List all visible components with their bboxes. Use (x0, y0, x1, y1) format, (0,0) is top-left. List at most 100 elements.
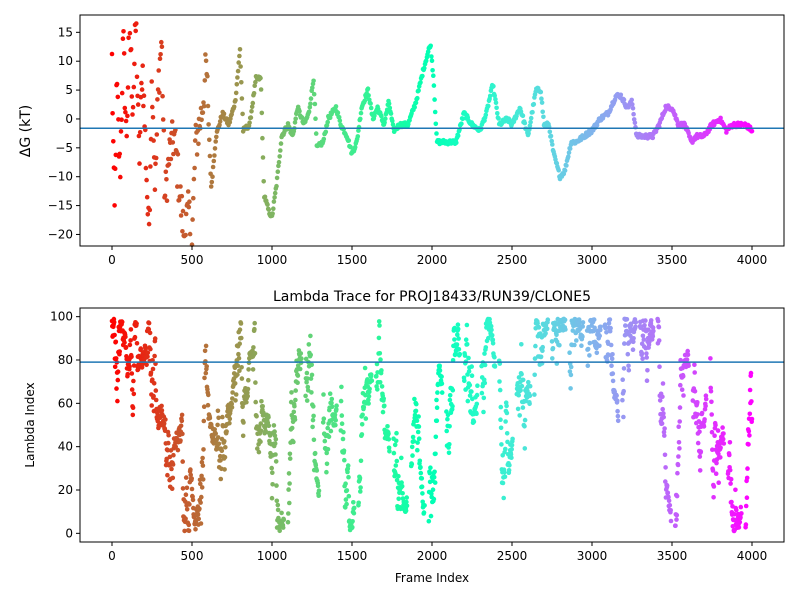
lambda-point (697, 454, 703, 459)
delta-g-point (368, 105, 374, 111)
delta-g-point (150, 115, 156, 120)
lambda-point (377, 380, 383, 385)
delta-g-point (630, 106, 636, 111)
delta-g-point (366, 93, 371, 98)
lambda-point (417, 458, 423, 464)
lambda-point (471, 419, 477, 425)
lambda-point (432, 469, 437, 475)
lambda-point (720, 425, 725, 430)
lambda-point (412, 396, 417, 402)
lambda-point (497, 387, 503, 393)
lambda-point (275, 502, 281, 508)
delta-g-point (423, 58, 429, 63)
delta-g-point (491, 83, 496, 89)
lambda-point (447, 397, 453, 403)
lambda-point (200, 455, 205, 461)
delta-g-point (530, 109, 535, 115)
lambda-point (507, 463, 512, 468)
lambda-point (447, 424, 452, 429)
delta-g-point (631, 111, 636, 117)
lambda-point (660, 406, 665, 412)
lambda-point (533, 343, 538, 349)
delta-g-point (335, 110, 341, 115)
lambda-point (394, 458, 400, 464)
lambda-point (587, 353, 592, 358)
lambda-point (359, 422, 365, 427)
lambda-point (713, 422, 718, 428)
lambda-point (252, 351, 258, 356)
lambda-point (350, 524, 355, 530)
lambda-point (113, 356, 119, 361)
lambda-point (430, 487, 436, 493)
delta-g-point (540, 109, 545, 115)
lambda-point (465, 398, 471, 404)
lambda-point (375, 387, 380, 392)
lambda-point (610, 352, 615, 357)
lambda-point (697, 468, 703, 473)
lambda-point (163, 417, 168, 422)
delta-g-point (131, 84, 137, 90)
lambda-point (304, 370, 310, 376)
lambda-point (258, 439, 263, 445)
lambda-point (175, 447, 181, 453)
lambda-point (344, 501, 349, 507)
lambda-point (703, 396, 709, 402)
delta-g-point (455, 133, 461, 138)
lambda-point (718, 445, 723, 451)
lambda-point (712, 433, 717, 439)
lambda-point (585, 363, 591, 369)
lambda-point (260, 404, 266, 409)
delta-g-point (258, 87, 264, 92)
lambda-point (286, 487, 291, 492)
delta-g-point (112, 203, 117, 208)
lambda-point (411, 439, 417, 444)
lambda-point (202, 348, 208, 354)
delta-g-point (538, 89, 544, 95)
lambda-point (339, 413, 345, 418)
lambda-point (213, 431, 218, 436)
lambda-point (324, 469, 329, 475)
lambda-chart-title: Lambda Trace for PROJ18433/RUN39/CLONE5 (273, 289, 591, 305)
lambda-point (738, 515, 743, 520)
lambda-point (482, 351, 487, 356)
delta-g-point (175, 184, 180, 189)
lambda-point (145, 350, 151, 356)
lambda-point (501, 495, 507, 501)
lambda-point (455, 322, 461, 328)
lambda-point (119, 319, 125, 325)
delta-g-point (247, 120, 252, 125)
delta-g-point (493, 96, 498, 102)
lambda-point (146, 320, 152, 326)
lambda-point (487, 320, 493, 326)
lambda-point (139, 365, 145, 370)
lambda-point (702, 417, 707, 422)
delta-g-point (355, 134, 361, 139)
delta-g-point (276, 159, 282, 165)
lambda-point (681, 393, 686, 398)
x-tick-label: 500 (181, 549, 204, 563)
delta-g-point (277, 154, 283, 159)
delta-g-point (185, 189, 191, 194)
lambda-point (692, 362, 697, 368)
y-tick-label: 20 (58, 483, 73, 497)
lambda-point (659, 421, 665, 426)
lambda-point (721, 431, 726, 436)
lambda-point (568, 386, 573, 391)
lambda-point (273, 437, 279, 442)
x-tick-label: 2500 (497, 549, 528, 563)
lambda-point (462, 378, 467, 384)
lambda-point (728, 476, 734, 482)
lambda-point (147, 330, 153, 336)
lambda-point (490, 341, 496, 346)
lambda-point (621, 414, 626, 420)
lambda-point (433, 451, 438, 457)
lambda-point (117, 349, 122, 354)
delta-g-point (207, 153, 213, 159)
lambda-point (432, 480, 438, 485)
lambda-point (153, 397, 159, 403)
lambda-point (346, 474, 351, 480)
delta-g-point (494, 105, 499, 111)
lambda-point (205, 402, 211, 408)
lambda-point (644, 355, 649, 360)
delta-g-point (214, 134, 219, 140)
